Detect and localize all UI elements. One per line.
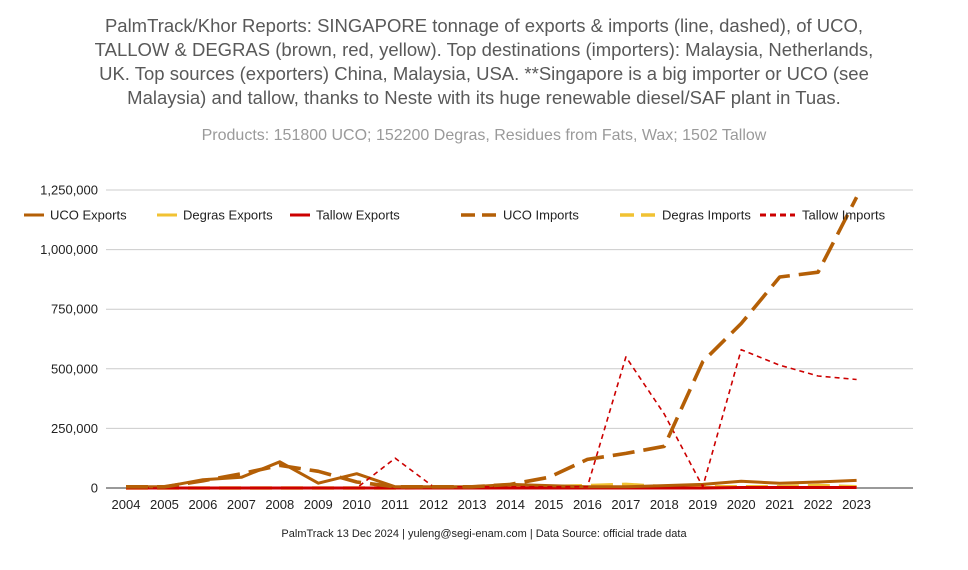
series-line-uco-exports: [126, 460, 857, 489]
x-tick-label: 2005: [150, 497, 179, 512]
chart-title: PalmTrack/Khor Reports: SINGAPORE tonnag…: [0, 14, 968, 110]
gridlines: [106, 189, 913, 489]
x-tick-label: 2015: [534, 497, 563, 512]
legend-label: Degras Imports: [662, 208, 751, 223]
x-tick-label: 2023: [842, 497, 871, 512]
legend-label: Degras Exports: [183, 208, 273, 223]
legend-label: UCO Imports: [503, 208, 579, 223]
legend-label: Tallow Imports: [802, 208, 886, 223]
x-tick-label: 2012: [419, 497, 448, 512]
x-tick-label: 2014: [496, 497, 525, 512]
legend-label: UCO Exports: [50, 208, 127, 223]
chart-title-line: TALLOW & DEGRAS (brown, red, yellow). To…: [94, 39, 874, 60]
x-tick-label: 2013: [458, 497, 487, 512]
x-tick-label: 2016: [573, 497, 602, 512]
x-tick-label: 2004: [112, 497, 141, 512]
chart-subtitle: Products: 151800 UCO; 152200 Degras, Res…: [201, 127, 767, 144]
series-lines: [126, 196, 859, 490]
chart-title-line: Malaysia) and tallow, thanks to Neste wi…: [127, 87, 841, 108]
y-tick-label: 250,000: [51, 421, 98, 436]
y-axis-ticks: 0 250,000 500,000 750,000 1,000,000 1,250,000: [40, 183, 98, 496]
chart-title-line: PalmTrack/Khor Reports: SINGAPORE tonnag…: [104, 15, 864, 36]
x-tick-label: 2017: [611, 497, 640, 512]
x-tick-label: 2009: [304, 497, 333, 512]
x-tick-label: 2011: [381, 497, 409, 512]
x-tick-label: 2018: [650, 497, 679, 512]
chart-title-line: UK. Top sources (exporters) China, Malay…: [99, 63, 869, 84]
x-tick-label: 2007: [227, 497, 256, 512]
y-tick-label: 0: [91, 481, 98, 496]
y-tick-label: 750,000: [51, 302, 98, 317]
x-tick-label: 2021: [765, 497, 794, 512]
y-tick-label: 500,000: [51, 361, 98, 376]
series-line-tallow-imports: [126, 348, 857, 489]
x-tick-label: 2008: [265, 497, 294, 512]
chart-footer: PalmTrack 13 Dec 2024 | yuleng@segi-enam…: [281, 528, 687, 540]
x-axis-ticks: 2004 2005 2006 2007 2008 2009 2010 2011 2012 2013…: [112, 497, 871, 512]
x-tick-label: 2019: [688, 497, 717, 512]
y-tick-label: 1,250,000: [40, 183, 98, 198]
legend-label: Tallow Exports: [316, 208, 400, 223]
series-line-uco-imports: [126, 196, 859, 489]
x-tick-label: 2006: [188, 497, 217, 512]
x-tick-label: 2022: [804, 497, 833, 512]
x-tick-label: 2010: [342, 497, 371, 512]
x-tick-label: 2020: [727, 497, 756, 512]
chart-legend: UCO Exports Degras Exports Tallow Exports U…: [24, 208, 886, 223]
y-tick-label: 1,000,000: [40, 242, 98, 257]
